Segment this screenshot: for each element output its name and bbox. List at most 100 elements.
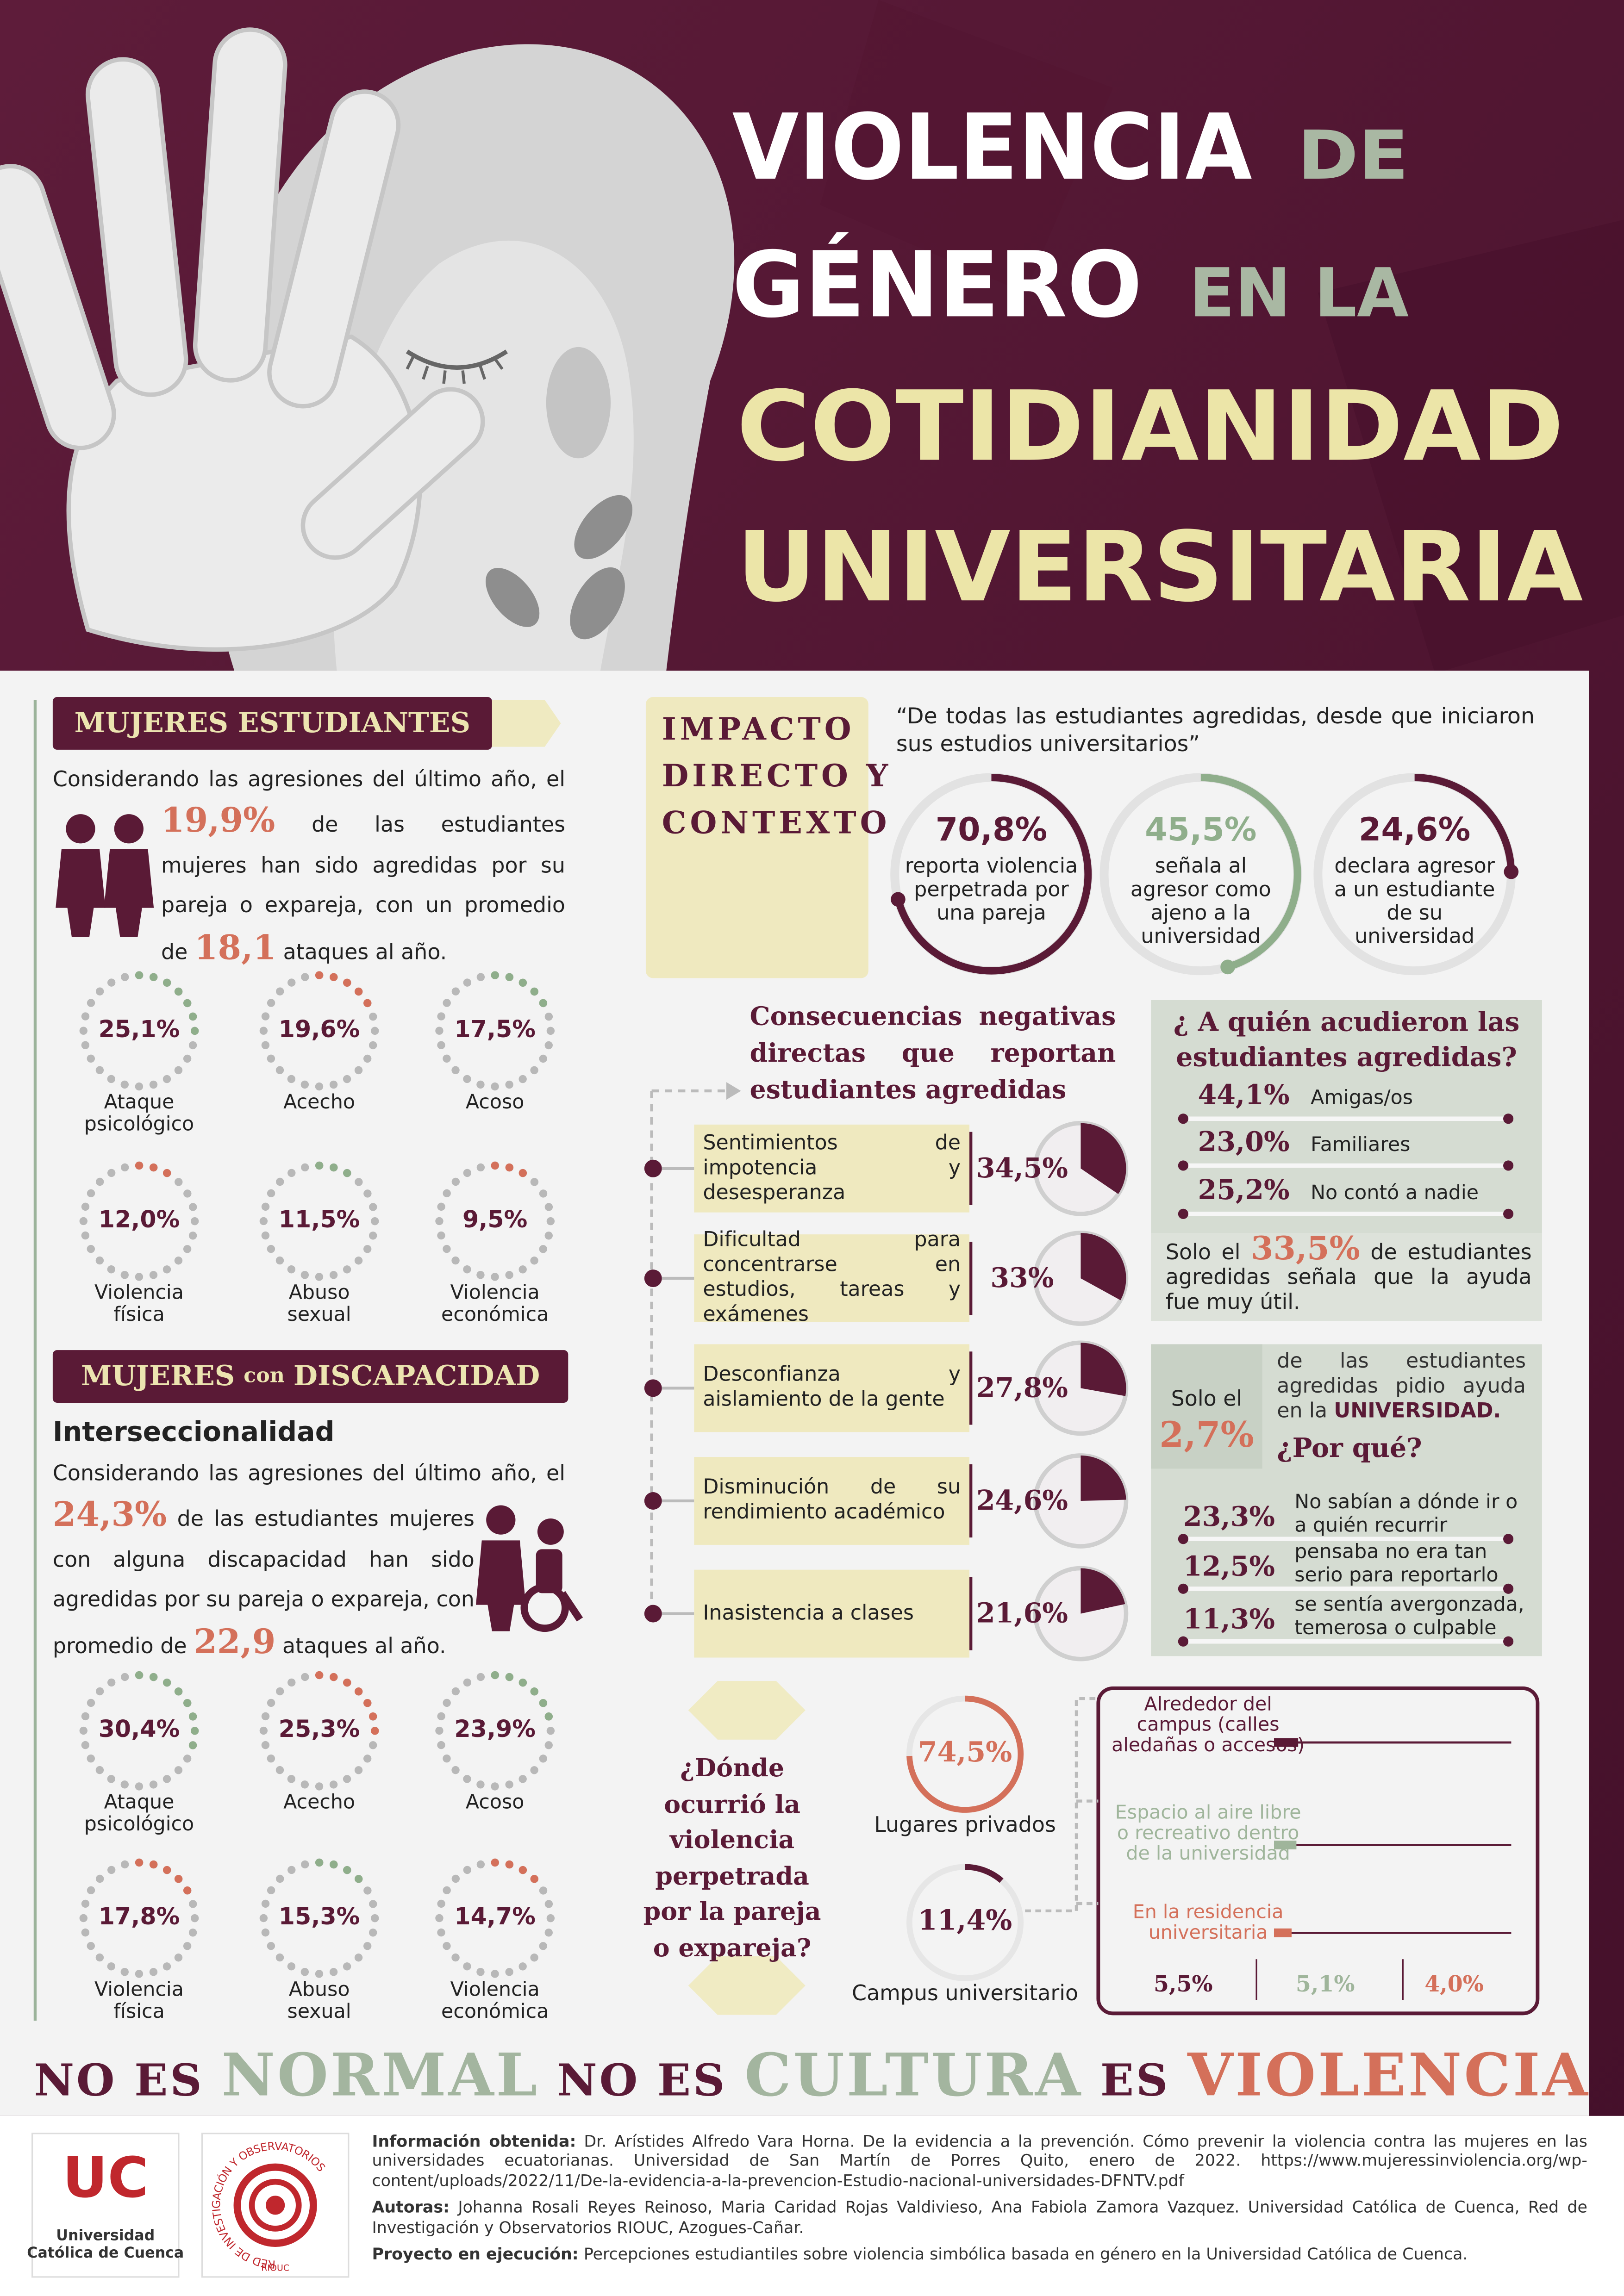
title-word: UNIVERSITARIA <box>737 511 1583 623</box>
source: Información obtenida: Dr. Arístides Alfr… <box>372 2132 1587 2191</box>
heading-line: DIRECTO Y <box>662 757 892 794</box>
slogan-word: NO ES <box>557 2056 727 2107</box>
source-label: Información obtenida: <box>372 2132 576 2151</box>
campus-box <box>1096 1686 1540 2016</box>
text: de las estudiantes agredidas pidio ayuda… <box>1277 1350 1526 1424</box>
uc-name: Universidad <box>56 2227 155 2244</box>
source: Autoras: Johanna Rosali Reyes Reinoso, M… <box>372 2198 1587 2238</box>
texture <box>1318 219 1624 674</box>
consequences-heading: Consecuencias negativas directas que rep… <box>750 1003 1116 1106</box>
impact-text: declara agresor a un estudiante de su un… <box>1334 855 1495 949</box>
ring-label: Violencia económica <box>441 1978 549 2024</box>
subheading: Interseccionalidad <box>52 1417 335 1449</box>
heading-line: CONTEXTO <box>662 803 891 841</box>
source-label: Autoras: <box>372 2198 450 2217</box>
hand <box>0 27 485 652</box>
eye <box>406 349 508 370</box>
ring-label: Abuso sexual <box>287 1978 351 2024</box>
slogan: NO ES NORMAL NO ES CULTURA ES VIOLENCIA <box>0 2041 1624 2110</box>
ring-label: Violencia física <box>94 1978 184 2024</box>
rio-short: RIOUC <box>261 2263 289 2273</box>
help-text: Familiares <box>1311 1133 1411 1157</box>
stat: 18,1 <box>194 927 277 967</box>
ring-label: Violencia económica <box>441 1281 549 1327</box>
ring-label: Ataque psicológico <box>84 1091 194 1137</box>
text: de las estudiantes mujeres con alguna di… <box>52 1508 475 1659</box>
stat: 19,9% <box>161 801 275 841</box>
disability-icon <box>476 1505 583 1632</box>
stat: 22,9 <box>194 1622 276 1661</box>
campus-value: 5,1% <box>1295 1971 1355 1997</box>
logo-box <box>31 2133 180 2278</box>
impact-value: 45,5% <box>1145 812 1257 850</box>
slogan-word: NO ES <box>34 2056 204 2107</box>
ring-label: Violencia física <box>94 1281 184 1327</box>
consequence-value: 34,5% <box>969 1132 1072 1205</box>
slogan-word: VIOLENCIA <box>1187 2041 1590 2110</box>
paragraph: 19,9% de las estudiantes mujeres han sid… <box>161 801 565 974</box>
source: Proyecto en ejecución: Percepciones estu… <box>372 2245 1587 2264</box>
texture <box>820 0 1113 293</box>
paragraph: Considerando las agresiones del último a… <box>52 1462 565 1487</box>
campus-value: 5,5% <box>1154 1971 1213 1997</box>
paragraph: Considerando las agresiones del último a… <box>52 769 565 792</box>
leaves <box>486 495 633 640</box>
title-word: COTIDIANIDAD <box>737 370 1564 483</box>
face <box>333 240 634 671</box>
quote: “De todas las estudiantes agredidas, des… <box>896 703 1535 757</box>
impact-heading: IMPACTO DIRECTO Y CONTEXTO <box>662 706 892 846</box>
place-text: Campus universitario <box>852 1982 1079 2006</box>
title-word: VIOLENCIA <box>732 95 1252 200</box>
source-text: Johanna Rosali Reyes Reinoso, Maria Cari… <box>372 2198 1587 2237</box>
reason-value: 23,3% <box>1183 1502 1275 1533</box>
consequence-value: 21,6% <box>969 1577 1072 1650</box>
reason-text: pensaba no era tan serio para reportarlo <box>1294 1540 1499 1587</box>
uc-mark: UC <box>62 2146 149 2210</box>
university-question: ¿Por qué? <box>1277 1433 1422 1464</box>
ring-label: Acoso <box>465 1791 525 1815</box>
impact-value: 70,8% <box>935 812 1048 850</box>
title-word: DE <box>1298 117 1409 195</box>
help-text: Amigas/os <box>1311 1086 1413 1110</box>
campus-text: En la residencia universitaria <box>1132 1902 1284 1945</box>
impact-text: reporta violencia perpetrada por una par… <box>905 855 1078 926</box>
consequence-text: Dificultad para concentrarse en estudios… <box>694 1229 970 1326</box>
campus-value: 4,0% <box>1424 1971 1484 1997</box>
reason-text: No sabían a dónde ir o a quién recurrir <box>1294 1490 1518 1538</box>
text: ataques al año. <box>282 1635 446 1659</box>
lashes <box>406 356 504 384</box>
text: ataques al año. <box>283 940 447 964</box>
source-text: Dr. Arístides Alfredo Vara Horna. De la … <box>372 2132 1587 2190</box>
heading-word: con <box>244 1364 285 1388</box>
stat: 33,5% <box>1251 1230 1360 1268</box>
arrow-head <box>726 1082 741 1100</box>
consequence-value: 24,6% <box>969 1464 1072 1538</box>
slogan-word: ES <box>1100 2056 1170 2107</box>
heading-word: DISCAPACIDAD <box>293 1360 540 1393</box>
ring-label: Acoso <box>465 1091 525 1114</box>
impact-box <box>645 697 868 978</box>
consequence-text: Sentimientos de impotencia y desesperanz… <box>694 1124 970 1213</box>
footer-text: Información obtenida: Dr. Arístides Alfr… <box>372 2132 1587 2272</box>
campus-text: Alrededor del campus (calles aledañas o … <box>1112 1694 1305 1757</box>
title: VIOLENCIA DE GÉNERO EN LA COTIDIANIDAD U… <box>732 95 1583 623</box>
campus-text: Espacio al aire libre o recreativo dentr… <box>1115 1802 1301 1866</box>
reason-value: 11,3% <box>1183 1605 1275 1636</box>
impact-text: señala al agresor como ajeno a la univer… <box>1130 855 1271 949</box>
useful-box <box>1151 1233 1542 1321</box>
help-value: 25,2% <box>1198 1176 1290 1207</box>
university-stat-box <box>1151 1344 1262 1469</box>
title-word: GÉNERO <box>732 232 1143 338</box>
heading-line: IMPACTO <box>662 710 855 747</box>
help-value: 23,0% <box>1198 1127 1290 1158</box>
consequence-text: Desconfianza y aislamiento de la gente <box>694 1344 970 1432</box>
text: Solo el <box>1165 1241 1241 1265</box>
emphasis: UNIVERSIDAD. <box>1334 1400 1501 1424</box>
text: de estudiantes agredidas señala que la a… <box>1165 1241 1532 1315</box>
ring-label: Abuso sexual <box>287 1281 351 1327</box>
ear <box>546 347 611 459</box>
women-icon <box>56 814 154 937</box>
consequence-text: Disminución de su rendimiento académico <box>694 1457 970 1545</box>
